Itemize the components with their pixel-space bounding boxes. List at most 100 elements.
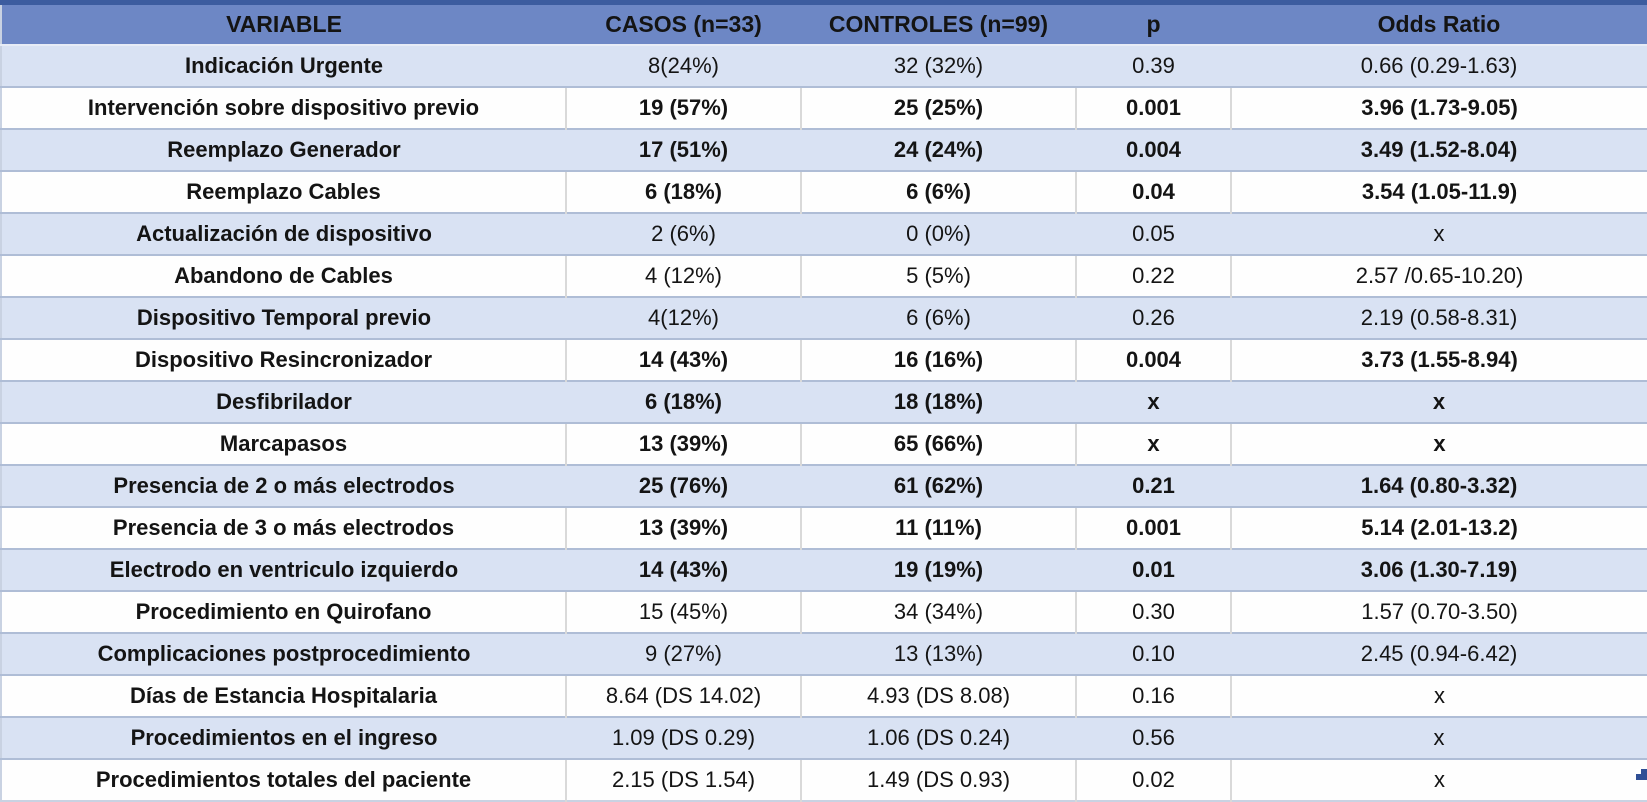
cell-controles: 0 (0%)	[801, 211, 1076, 255]
selection-fill-handle	[1636, 769, 1647, 780]
cell-p: 0.56	[1076, 715, 1231, 759]
table-row: Intervención sobre dispositivo previo 19 …	[1, 85, 1647, 129]
table-row: Presencia de 2 o más electrodos 25 (76%) 6…	[1, 463, 1647, 507]
cell-variable: Intervención sobre dispositivo previo	[1, 85, 566, 129]
cell-casos: 17 (51%)	[566, 127, 801, 171]
cell-controles: 6 (6%)	[801, 295, 1076, 339]
header-p-value: p	[1076, 2, 1231, 46]
cell-variable: Días de Estancia Hospitalaria	[1, 673, 566, 717]
cell-controles: 65 (66%)	[800, 421, 1076, 465]
cell-p: x	[1076, 379, 1231, 423]
table-row: Complicaciones postprocedimiento 9 (27%) 1…	[1, 631, 1647, 675]
cell-variable: Dispositivo Temporal previo	[1, 295, 566, 339]
table-body: Indicación Urgente 8(24%) 32 (32%) 0.39 0.66…	[1, 44, 1647, 801]
cell-variable: Electrodo en ventriculo izquierdo	[1, 547, 566, 591]
cell-controles: 18 (18%)	[801, 379, 1076, 423]
cell-odds-ratio: x	[1231, 379, 1647, 423]
cell-controles: 25 (25%)	[800, 85, 1076, 129]
cell-controles: 13 (13%)	[801, 631, 1076, 675]
table-header: VARIABLE CASOS (n=33) CONTROLES (n=99) p…	[1, 2, 1647, 46]
cell-p: 0.10	[1076, 631, 1231, 675]
table-row: Abandono de Cables 4 (12%) 5 (5%) 0.22 2.57 …	[1, 253, 1647, 297]
cell-odds-ratio: 3.54 (1.05-11.9)	[1230, 169, 1647, 213]
cell-casos: 15 (45%)	[565, 589, 801, 633]
cell-casos: 19 (57%)	[565, 85, 801, 129]
cell-controles: 16 (16%)	[800, 337, 1076, 381]
table-row: Actualización de dispositivo 2 (6%) 0 (0%)…	[1, 211, 1647, 255]
cell-controles: 6 (6%)	[800, 169, 1076, 213]
table-row: Indicación Urgente 8(24%) 32 (32%) 0.39 0.66…	[1, 44, 1647, 87]
cell-casos: 6 (18%)	[566, 379, 801, 423]
cell-controles: 1.06 (DS 0.24)	[801, 715, 1076, 759]
cell-variable: Complicaciones postprocedimiento	[1, 631, 566, 675]
cell-odds-ratio: 2.57 /0.65-10.20)	[1230, 253, 1647, 297]
table-row: Dispositivo Temporal previo 4(12%) 6 (6%) 0…	[1, 295, 1647, 339]
cell-variable: Indicación Urgente	[1, 44, 566, 87]
header-variable: VARIABLE	[1, 2, 566, 46]
cell-variable: Dispositivo Resincronizador	[1, 337, 566, 381]
cell-casos: 25 (76%)	[566, 463, 801, 507]
cell-p: 0.30	[1075, 589, 1231, 633]
cell-casos: 4 (12%)	[565, 253, 801, 297]
cell-casos: 13 (39%)	[565, 505, 801, 549]
cell-controles: 11 (11%)	[800, 505, 1076, 549]
cell-variable: Presencia de 3 o más electrodos	[1, 505, 566, 549]
cell-variable: Reemplazo Cables	[1, 169, 566, 213]
cell-controles: 5 (5%)	[800, 253, 1076, 297]
cell-variable: Presencia de 2 o más electrodos	[1, 463, 566, 507]
cell-p: 0.001	[1075, 505, 1231, 549]
cell-variable: Marcapasos	[1, 421, 566, 465]
cell-p: 0.01	[1076, 547, 1231, 591]
cell-casos: 8.64 (DS 14.02)	[565, 673, 801, 717]
cell-variable: Reemplazo Generador	[1, 127, 566, 171]
cell-odds-ratio: x	[1231, 211, 1647, 255]
cell-p: 0.004	[1076, 127, 1231, 171]
cell-variable: Procedimiento en Quirofano	[1, 589, 566, 633]
cell-casos: 14 (43%)	[565, 337, 801, 381]
cell-odds-ratio: x	[1231, 715, 1647, 759]
cell-odds-ratio: x	[1230, 421, 1647, 465]
cell-p: 0.21	[1076, 463, 1231, 507]
cell-p: 0.22	[1075, 253, 1231, 297]
cell-casos: 9 (27%)	[566, 631, 801, 675]
cell-casos: 8(24%)	[566, 44, 801, 87]
cell-controles: 34 (34%)	[800, 589, 1076, 633]
cell-odds-ratio: x	[1230, 673, 1647, 717]
cell-odds-ratio: 1.64 (0.80-3.32)	[1231, 463, 1647, 507]
cell-p: 0.16	[1075, 673, 1231, 717]
table-row: Desfibrilador 6 (18%) 18 (18%) x x	[1, 379, 1647, 423]
cell-p: 0.004	[1075, 337, 1231, 381]
cell-variable: Desfibrilador	[1, 379, 566, 423]
cell-variable: Actualización de dispositivo	[1, 211, 566, 255]
header-row: VARIABLE CASOS (n=33) CONTROLES (n=99) p…	[1, 2, 1647, 46]
table-row: Días de Estancia Hospitalaria 8.64 (DS 14…	[1, 673, 1647, 717]
cell-odds-ratio: 1.57 (0.70-3.50)	[1230, 589, 1647, 633]
cell-p: 0.26	[1076, 295, 1231, 339]
cell-odds-ratio: 2.19 (0.58-8.31)	[1231, 295, 1647, 339]
cell-casos: 14 (43%)	[566, 547, 801, 591]
cell-p: x	[1075, 421, 1231, 465]
cell-variable: Abandono de Cables	[1, 253, 566, 297]
cell-odds-ratio: 2.45 (0.94-6.42)	[1231, 631, 1647, 675]
header-controles: CONTROLES (n=99)	[801, 2, 1076, 46]
table-row: Electrodo en ventriculo izquierdo 14 (43%…	[1, 547, 1647, 591]
table-row: Procedimiento en Quirofano 15 (45%) 34 (34…	[1, 589, 1647, 633]
cell-odds-ratio: 5.14 (2.01-13.2)	[1230, 505, 1647, 549]
cell-casos: 6 (18%)	[565, 169, 801, 213]
table-row: Reemplazo Cables 6 (18%) 6 (6%) 0.04 3.54 (1…	[1, 169, 1647, 213]
cell-controles: 19 (19%)	[801, 547, 1076, 591]
cell-casos: 4(12%)	[566, 295, 801, 339]
cell-p: 0.05	[1076, 211, 1231, 255]
cell-variable: Procedimientos en el ingreso	[1, 715, 566, 759]
header-casos: CASOS (n=33)	[566, 2, 801, 46]
cell-controles: 4.93 (DS 8.08)	[800, 673, 1076, 717]
cell-casos: 13 (39%)	[565, 421, 801, 465]
cell-p: 0.39	[1076, 44, 1231, 87]
cell-controles: 24 (24%)	[801, 127, 1076, 171]
cell-controles: 61 (62%)	[801, 463, 1076, 507]
cell-casos: 1.09 (DS 0.29)	[566, 715, 801, 759]
table-row: Marcapasos 13 (39%) 65 (66%) x x	[1, 421, 1647, 465]
table-row: Dispositivo Resincronizador 14 (43%) 16 (1…	[1, 337, 1647, 381]
